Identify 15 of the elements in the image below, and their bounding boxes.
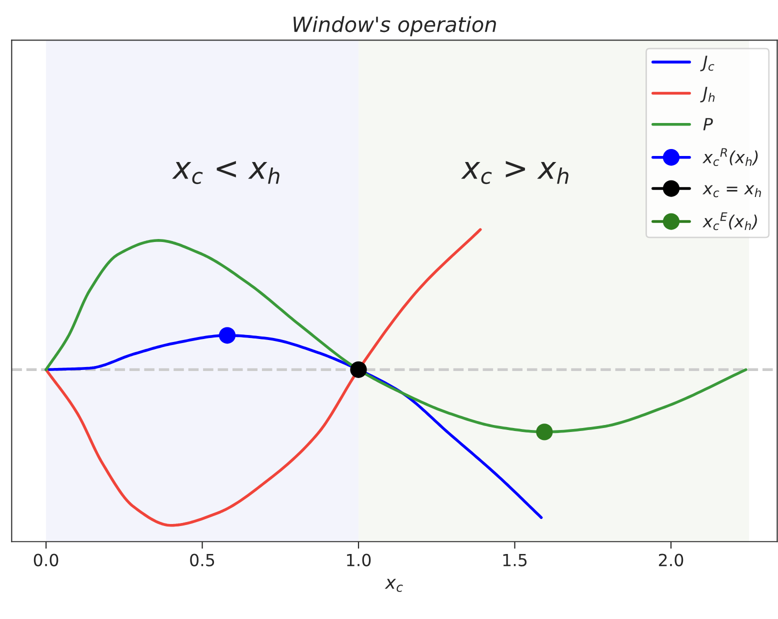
x-tick-label: 0.5	[190, 554, 214, 566]
legend-label: P	[703, 118, 713, 130]
x-tick-label: 0.0	[34, 554, 58, 566]
x-tick-label: 1.5	[503, 554, 527, 566]
legend-label: J$_{h}$	[700, 86, 715, 102]
text: x$_{c}$ < x$_{h}$	[172, 161, 280, 184]
legend-label: x$_{c}$$^{E}$(x$_{h}$)	[702, 212, 757, 230]
legend-label: J$_{c}$	[700, 56, 714, 72]
text: x$_{c}$ > x$_{h}$	[461, 161, 568, 184]
legend-label: x$_{c}$ = x$_{h}$	[702, 185, 761, 198]
chart-title: Window's operation	[294, 16, 496, 36]
x-tick-label: 1.0	[347, 554, 371, 566]
legend-label: x$_{c}$$^{R}$(x$_{h}$)	[702, 148, 758, 166]
x-tick-label: 2.0	[658, 554, 684, 566]
x-axis-title: x$_{c}$	[384, 578, 403, 592]
